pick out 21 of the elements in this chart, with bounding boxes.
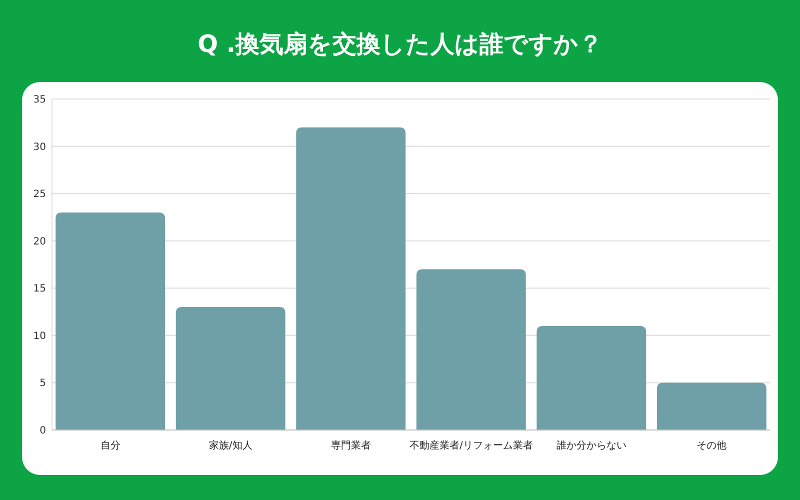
x-tick-label: 専門業者 [330,440,371,452]
bar [536,326,646,430]
bar [656,382,766,430]
y-tick-label: 20 [33,236,46,248]
y-tick-label: 30 [33,142,46,153]
bar [416,269,526,430]
y-tick-label: 15 [33,284,46,295]
y-tick-label: 35 [33,94,46,106]
bar [176,307,286,430]
bar [296,127,406,430]
x-tick-label: 誰か分からない [556,440,626,452]
x-tick-label: 家族/知人 [208,440,252,452]
x-tick-label: 自分 [100,440,120,452]
y-tick-label: 5 [40,378,46,390]
chart-title: Q .換気扇を交換した人は誰ですか？ [198,30,602,58]
bar [56,212,166,430]
y-tick-label: 10 [33,330,46,342]
y-tick-label: 25 [33,189,46,200]
x-tick-label: その他 [696,440,727,452]
x-tick-label: 不動産業者/リフォーム業者 [409,440,533,452]
y-tick-label: 0 [40,426,46,436]
